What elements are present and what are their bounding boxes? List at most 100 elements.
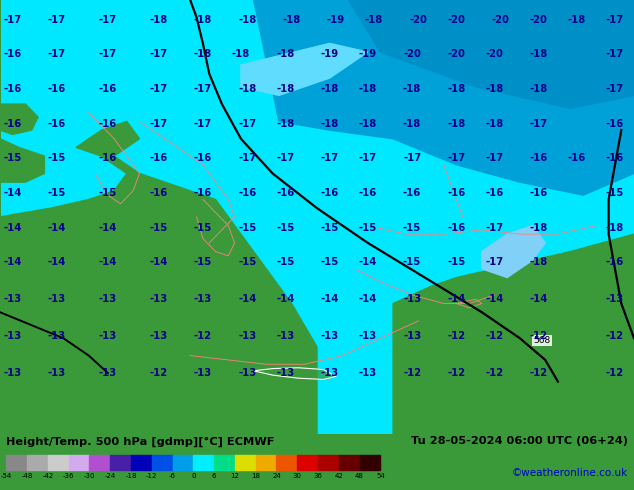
Text: -13: -13 (48, 294, 66, 304)
Text: -18: -18 (150, 15, 167, 24)
Text: -14: -14 (48, 257, 66, 268)
Text: -16: -16 (606, 257, 624, 268)
Text: -19: -19 (359, 49, 377, 59)
Text: -13: -13 (276, 331, 294, 341)
Text: -16: -16 (194, 188, 212, 198)
Text: -17: -17 (486, 153, 503, 163)
Text: -12: -12 (448, 368, 465, 378)
Text: -16: -16 (4, 119, 22, 128)
Text: -17: -17 (150, 49, 167, 59)
Text: -18: -18 (530, 257, 548, 268)
Text: -13: -13 (606, 294, 624, 304)
Text: -16: -16 (4, 49, 22, 59)
Text: -13: -13 (238, 331, 256, 341)
Text: -16: -16 (150, 153, 167, 163)
Text: -24: -24 (105, 473, 116, 479)
Text: -14: -14 (359, 257, 377, 268)
Text: -13: -13 (359, 368, 377, 378)
Text: Tu 28-05-2024 06:00 UTC (06+24): Tu 28-05-2024 06:00 UTC (06+24) (411, 437, 628, 446)
Text: -18: -18 (448, 84, 465, 94)
Text: -16: -16 (238, 188, 256, 198)
Text: -15: -15 (4, 153, 22, 163)
Bar (48, 455, 68, 470)
Polygon shape (254, 0, 634, 195)
Text: 0: 0 (191, 473, 196, 479)
Text: -18: -18 (359, 119, 377, 128)
Text: -17: -17 (238, 153, 256, 163)
Text: -16: -16 (321, 188, 339, 198)
Text: 36: 36 (314, 473, 323, 479)
Polygon shape (482, 225, 545, 277)
Text: 6: 6 (212, 473, 216, 479)
Text: -16: -16 (99, 153, 117, 163)
Bar (27, 455, 48, 470)
Text: -13: -13 (48, 368, 66, 378)
Text: -13: -13 (321, 368, 339, 378)
Text: -13: -13 (150, 294, 167, 304)
Bar (68, 455, 89, 470)
Text: -18: -18 (530, 49, 548, 59)
Text: -17: -17 (276, 153, 294, 163)
Text: -12: -12 (486, 331, 503, 341)
Bar (131, 455, 152, 470)
Text: -18: -18 (283, 15, 301, 24)
Text: -17: -17 (99, 49, 117, 59)
Text: -13: -13 (276, 368, 294, 378)
Text: -13: -13 (150, 331, 167, 341)
Text: 42: 42 (335, 473, 343, 479)
Text: -13: -13 (99, 294, 117, 304)
Bar (359, 455, 380, 470)
Text: -16: -16 (448, 188, 465, 198)
Text: -15: -15 (150, 222, 167, 233)
Text: Height/Temp. 500 hPa [gdmp][°C] ECMWF: Height/Temp. 500 hPa [gdmp][°C] ECMWF (6, 437, 275, 447)
Text: -16: -16 (99, 119, 117, 128)
Text: -6: -6 (169, 473, 176, 479)
Text: -18: -18 (276, 49, 294, 59)
Text: -18: -18 (232, 49, 250, 59)
Text: -14: -14 (359, 294, 377, 304)
Text: -18: -18 (448, 119, 465, 128)
Text: -18: -18 (194, 15, 212, 24)
Text: -17: -17 (606, 49, 624, 59)
Text: -16: -16 (359, 188, 377, 198)
Text: -18: -18 (238, 15, 256, 24)
Text: -20: -20 (448, 15, 465, 24)
Text: -16: -16 (403, 188, 421, 198)
Text: -16: -16 (448, 222, 465, 233)
Text: -17: -17 (194, 84, 212, 94)
Text: -15: -15 (276, 222, 294, 233)
Text: -18: -18 (486, 84, 503, 94)
Polygon shape (393, 234, 634, 434)
Text: -17: -17 (48, 49, 66, 59)
Text: -17: -17 (150, 119, 167, 128)
Text: -18: -18 (276, 84, 294, 94)
Text: -13: -13 (194, 294, 212, 304)
Text: -17: -17 (238, 119, 256, 128)
Text: -18: -18 (568, 15, 586, 24)
Text: -15: -15 (403, 222, 421, 233)
Text: -16: -16 (568, 153, 586, 163)
Text: -17: -17 (486, 222, 503, 233)
Text: 12: 12 (231, 473, 240, 479)
Text: -15: -15 (99, 188, 117, 198)
Bar (297, 455, 318, 470)
Text: -14: -14 (99, 257, 117, 268)
Text: -18: -18 (486, 119, 503, 128)
Text: -13: -13 (48, 331, 66, 341)
Text: -17: -17 (486, 257, 503, 268)
Text: -15: -15 (48, 188, 66, 198)
Polygon shape (0, 104, 38, 134)
Text: -17: -17 (403, 153, 421, 163)
Text: -19: -19 (321, 49, 339, 59)
Text: -20: -20 (403, 49, 421, 59)
Text: -17: -17 (150, 84, 167, 94)
Text: -16: -16 (276, 188, 294, 198)
Text: ©weatheronline.co.uk: ©weatheronline.co.uk (512, 468, 628, 478)
Text: -13: -13 (194, 368, 212, 378)
Text: -17: -17 (321, 153, 339, 163)
Text: -15: -15 (359, 222, 377, 233)
Bar (6, 455, 27, 470)
Text: -12: -12 (146, 473, 157, 479)
Text: -15: -15 (194, 257, 212, 268)
Text: -16: -16 (48, 84, 66, 94)
